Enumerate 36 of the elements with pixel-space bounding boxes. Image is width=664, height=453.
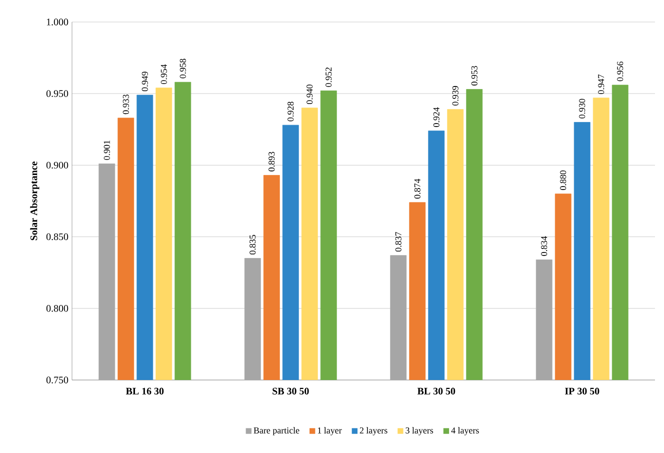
x-tick-label: BL 30 50 (417, 388, 456, 394)
data-label: 0.949 (142, 72, 148, 92)
y-tick-label: 0.900 (46, 162, 68, 169)
data-label: 0.924 (433, 107, 440, 127)
data-label: 0.834 (541, 236, 548, 256)
data-label: 0.837 (395, 232, 402, 252)
data-label: 0.953 (471, 66, 478, 86)
y-tick-label: 0.950 (46, 90, 68, 97)
data-label: 0.930 (579, 98, 586, 118)
x-tick-label: BL 16 30 (126, 388, 164, 394)
legend-label: 3 layers (406, 427, 434, 436)
data-label: 0.956 (617, 62, 624, 82)
y-tick-label: 0.800 (46, 305, 68, 312)
data-label: 0.939 (452, 86, 458, 106)
data-label: 0.880 (560, 170, 566, 190)
y-tick-label: 1.000 (46, 18, 68, 26)
data-label: 0.952 (326, 68, 332, 87)
data-label: 0.958 (180, 58, 186, 78)
y-tick-label: 0.850 (46, 233, 68, 240)
data-label: 0.874 (414, 178, 420, 199)
data-label: 0.940 (306, 84, 313, 104)
y-axis-title: Solar Absorptance (30, 162, 40, 240)
data-label: 0.893 (268, 152, 275, 172)
legend-label: 4 layers (451, 427, 479, 436)
data-label: 0.954 (160, 64, 167, 84)
data-label: 0.947 (598, 74, 604, 94)
data-label: 0.928 (288, 102, 294, 122)
data-label: 0.901 (104, 140, 110, 160)
x-tick-label: IP 30 50 (565, 388, 600, 394)
data-label: 0.835 (250, 234, 256, 254)
legend-label: Bare particle (254, 427, 300, 436)
legend-label: 2 layers (360, 427, 388, 436)
y-tick-label: 0.750 (46, 376, 68, 384)
data-label: 0.933 (122, 94, 129, 114)
x-tick-label: SB 30 50 (272, 388, 309, 394)
legend-label: 1 layer (318, 427, 342, 436)
